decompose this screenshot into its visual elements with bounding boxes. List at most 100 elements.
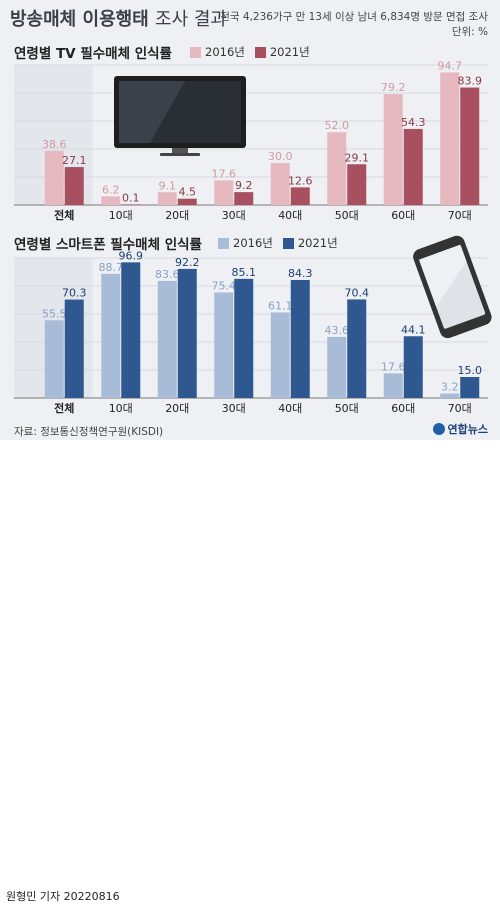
tv-icon — [114, 76, 246, 156]
legend-swatch-2016 — [190, 46, 201, 58]
data-label: 70.4 — [345, 286, 370, 299]
legend-item-2016: 2016년 — [190, 44, 245, 60]
bar-2016 — [214, 292, 234, 398]
bar-2021 — [460, 87, 480, 205]
bar-2016 — [270, 163, 290, 205]
data-label: 92.2 — [175, 256, 200, 269]
data-label: 6.2 — [102, 183, 120, 196]
bar-2016 — [157, 280, 177, 398]
category-label: 40대 — [278, 209, 302, 222]
bar-2021 — [403, 128, 423, 205]
category-label: 20대 — [165, 209, 189, 222]
bar-2016 — [383, 94, 403, 205]
bar-2021 — [290, 279, 310, 398]
bar-2021 — [121, 262, 141, 398]
phone-chart-bars: 55.5 70.3 전체 88.796.9 10대 83.692.2 20대 75.485.1… — [14, 249, 488, 415]
footer: 원형민 기자 20220816 — [0, 440, 500, 903]
page-title-light: 조사 결과 — [155, 9, 227, 30]
category-label: 50대 — [335, 209, 359, 222]
data-label: 75.4 — [212, 279, 237, 292]
legend-swatch-2021 — [254, 46, 266, 58]
bar-2016 — [440, 72, 460, 205]
legend-label-2016: 2016년 — [205, 45, 245, 59]
yonhap-logo-text: 연합뉴스 — [447, 423, 488, 436]
bar-2021 — [121, 204, 141, 205]
bar-2021 — [290, 187, 310, 205]
bar-2016 — [270, 312, 290, 398]
bar-2021 — [347, 299, 367, 398]
source-note: 자료: 정보통신정책연구원(KISDI) — [14, 426, 164, 438]
unit-label: 단위: % — [451, 26, 488, 38]
bar-2016 — [327, 132, 347, 205]
data-label: 83.6 — [155, 268, 180, 281]
data-label: 61.1 — [268, 299, 293, 312]
bar-2016 — [44, 150, 64, 205]
data-label: 30.0 — [268, 150, 293, 163]
bar-2021 — [64, 299, 84, 398]
legend-item-2021: 2021년 — [254, 44, 310, 60]
category-label: 10대 — [109, 209, 133, 222]
data-label: 79.2 — [381, 81, 406, 94]
bar-2016 — [101, 196, 121, 205]
data-label: 70.3 — [62, 287, 87, 300]
data-label: 15.0 — [458, 364, 483, 377]
tv-chart-bars: 38.6 27.1 전체 6.20.1 10대 9.1 4.5 20대 17.69.2 30대 30… — [14, 59, 488, 222]
data-label: 83.9 — [458, 75, 483, 88]
bar-2016 — [327, 336, 347, 398]
yonhap-logo: 연합뉴스 — [432, 421, 488, 437]
bar-2016 — [157, 192, 177, 205]
data-label: 17.6 — [212, 167, 237, 180]
tv-chart-title: 연령별 TV 필수매체 인식률 — [14, 46, 172, 62]
survey-description: 전국 4,236가구 만 13세 이상 남녀 6,834명 방문 면접 조사 — [220, 11, 488, 23]
data-label: 9.2 — [235, 179, 253, 192]
bar-2021 — [403, 336, 423, 398]
category-label: 전체 — [54, 208, 74, 222]
data-label: 4.5 — [179, 186, 197, 199]
bar-2016 — [44, 320, 64, 398]
legend-item-2016: 2016년 — [218, 235, 273, 251]
reporter-credit: 원형민 기자 20220816 — [6, 890, 120, 903]
data-label: 27.1 — [62, 154, 87, 167]
data-label: 52.0 — [325, 119, 350, 132]
bar-2016 — [440, 393, 460, 398]
data-label: 54.3 — [401, 116, 426, 129]
data-label: 84.3 — [288, 267, 313, 280]
legend-label-2021: 2021년 — [297, 236, 338, 250]
data-label: 9.1 — [159, 179, 177, 192]
category-label: 20대 — [165, 402, 189, 415]
data-label: 96.9 — [119, 249, 144, 262]
smartphone-icon — [413, 235, 492, 339]
page-title: 방송매체 이용행태 조사 결과 — [10, 5, 227, 31]
category-label: 70대 — [448, 209, 472, 222]
bar-2021 — [234, 192, 254, 205]
bar-2016 — [101, 273, 121, 398]
category-label: 전체 — [54, 401, 74, 415]
bar-2016 — [383, 373, 403, 398]
tv-chart-legend: 2016년 2021년 — [190, 44, 320, 60]
bar-2021 — [177, 268, 197, 398]
data-label: 38.6 — [42, 138, 67, 151]
category-label: 40대 — [278, 402, 302, 415]
phone-chart-legend: 2016년 2021년 — [218, 235, 348, 251]
bar-2016 — [214, 180, 234, 205]
page-title-bold: 방송매체 이용행태 — [10, 9, 149, 30]
legend-item-2021: 2021년 — [282, 235, 338, 251]
legend-swatch-2021 — [282, 237, 294, 249]
data-label: 94.7 — [438, 59, 463, 72]
data-label: 17.6 — [381, 360, 406, 373]
data-label: 55.5 — [42, 307, 67, 320]
yonhap-logo-icon — [432, 423, 445, 435]
category-label: 30대 — [222, 402, 246, 415]
data-label: 85.1 — [232, 266, 257, 279]
legend-swatch-2016 — [218, 237, 229, 249]
category-label: 50대 — [335, 402, 359, 415]
bar-2021 — [347, 164, 367, 205]
category-label: 60대 — [391, 209, 415, 222]
category-label: 60대 — [391, 402, 415, 415]
legend-label-2021: 2021년 — [269, 45, 310, 59]
category-label: 30대 — [222, 209, 246, 222]
data-label: 43.6 — [325, 324, 350, 337]
category-label: 10대 — [109, 402, 133, 415]
data-label: 3.2 — [441, 381, 459, 394]
